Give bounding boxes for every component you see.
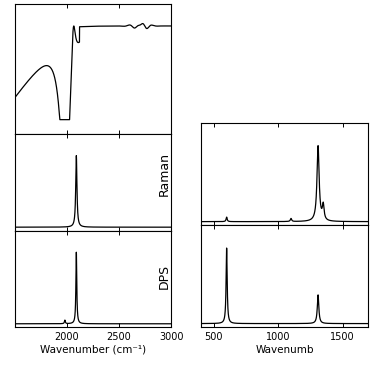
X-axis label: Wavenumber (cm⁻¹): Wavenumber (cm⁻¹) (40, 345, 146, 355)
Text: DPS: DPS (158, 264, 170, 289)
Text: Raman: Raman (158, 153, 170, 196)
X-axis label: Wavenumb: Wavenumb (255, 345, 314, 355)
